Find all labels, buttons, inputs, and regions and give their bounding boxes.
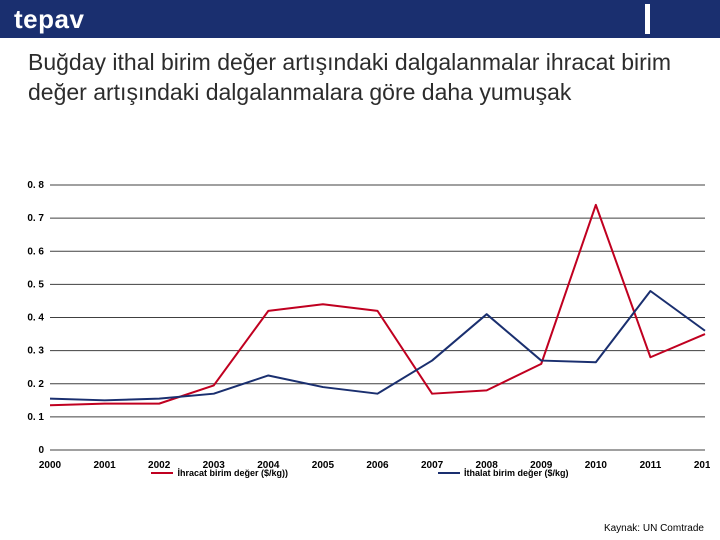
slide-title: Buğday ithal birim değer artışındaki dal… <box>28 48 692 108</box>
logo: tepav <box>14 4 84 35</box>
svg-text:0. 7: 0. 7 <box>27 213 44 224</box>
header-bar: tepav <box>0 0 720 38</box>
legend-label: İhracat birim değer ($/kg)) <box>177 468 288 478</box>
svg-text:0. 6: 0. 6 <box>27 246 44 257</box>
title-area: Buğday ithal birim değer artışındaki dal… <box>0 38 720 114</box>
legend-swatch <box>151 472 173 474</box>
header-divider <box>645 4 650 34</box>
source-note: Kaynak: UN Comtrade <box>604 523 704 534</box>
line-chart: 00. 10. 20. 30. 40. 50. 60. 70. 82000200… <box>10 180 710 480</box>
svg-text:0. 8: 0. 8 <box>27 180 44 191</box>
svg-text:0. 3: 0. 3 <box>27 346 44 357</box>
svg-text:0. 1: 0. 1 <box>27 412 44 423</box>
svg-text:0: 0 <box>38 445 44 456</box>
svg-text:0. 5: 0. 5 <box>27 279 44 290</box>
legend-label: İthalat birim değer ($/kg) <box>464 468 569 478</box>
chart-legend: İhracat birim değer ($/kg)) İthalat birim… <box>10 468 710 478</box>
svg-text:0. 4: 0. 4 <box>27 313 44 324</box>
series-line <box>50 205 705 405</box>
svg-text:0. 2: 0. 2 <box>27 379 44 390</box>
chart-container: 00. 10. 20. 30. 40. 50. 60. 70. 82000200… <box>10 180 710 500</box>
legend-swatch <box>438 472 460 474</box>
legend-item: İthalat birim değer ($/kg) <box>438 468 569 478</box>
legend-item: İhracat birim değer ($/kg)) <box>151 468 288 478</box>
